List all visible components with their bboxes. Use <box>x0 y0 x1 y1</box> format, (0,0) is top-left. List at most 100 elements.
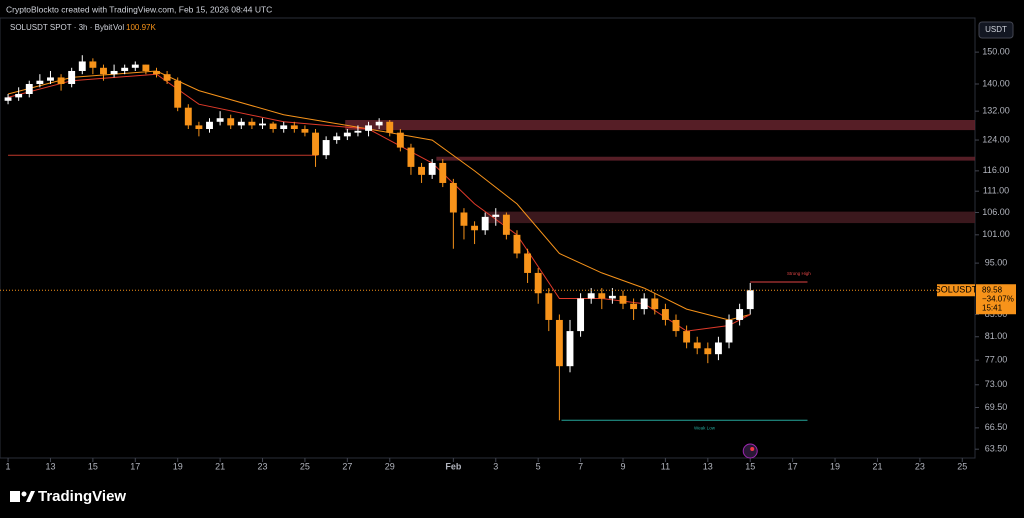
candle-body <box>714 342 722 355</box>
candle-body <box>746 290 754 310</box>
x-tick-label: 9 <box>620 461 625 471</box>
candle-body <box>206 121 213 130</box>
y-tick-label: 124.00 <box>982 134 1010 144</box>
x-tick-label: 17 <box>130 461 140 471</box>
candle-body <box>661 309 669 320</box>
moving-average <box>7 73 751 332</box>
currency-button[interactable] <box>978 21 1014 39</box>
y-tick-label: 132.00 <box>982 106 1010 116</box>
last-price-value: 89.58 <box>982 285 1003 294</box>
logo-slash <box>26 491 35 502</box>
event-dot <box>750 447 755 451</box>
candle-body <box>110 70 118 75</box>
x-tick-label: 23 <box>258 461 268 471</box>
candle-body <box>587 293 595 299</box>
candle-body <box>449 182 457 213</box>
candle-body <box>312 132 319 156</box>
candle-body <box>301 129 309 133</box>
candle-body <box>4 97 12 101</box>
x-tick-label: 25 <box>957 461 967 471</box>
candle-body <box>481 216 489 231</box>
zone <box>485 211 975 224</box>
candle-body <box>365 125 372 131</box>
candle-body <box>471 225 479 231</box>
x-tick-label: 15 <box>88 461 98 471</box>
x-tick-label: 13 <box>703 461 713 471</box>
candle-body <box>545 293 553 320</box>
x-tick-label: 5 <box>536 461 541 471</box>
candle-body <box>608 295 616 299</box>
x-tick-label: 15 <box>745 461 755 471</box>
x-tick-label: 19 <box>173 461 183 471</box>
candle-body <box>15 93 23 98</box>
candle-body <box>555 319 563 367</box>
y-tick-label: 116.00 <box>983 165 1010 175</box>
y-tick-label: 63.50 <box>985 444 1008 454</box>
x-tick-label: 7 <box>578 461 583 471</box>
candle-body <box>333 136 341 141</box>
moving-average <box>7 70 751 321</box>
volume-label: Vol <box>113 23 124 32</box>
currency[interactable]: USDT <box>985 25 1007 34</box>
candle-body <box>131 64 139 68</box>
candle-body <box>598 293 606 299</box>
candle-body <box>386 121 394 133</box>
x-tick-label: 17 <box>788 461 798 471</box>
x-tick-label: 27 <box>342 461 352 471</box>
candle-body <box>354 130 362 133</box>
candle-body <box>248 121 256 126</box>
candle-body <box>47 77 54 81</box>
logo-dot <box>21 491 27 497</box>
event-icon[interactable] <box>742 443 758 459</box>
candle-body <box>439 162 447 183</box>
y-tick-label: 77.00 <box>985 355 1008 365</box>
candle-body <box>651 298 659 310</box>
candle-body <box>343 132 351 137</box>
x-tick-label: 19 <box>830 461 840 471</box>
x-tick-label: Feb <box>445 461 462 471</box>
x-tick-label: 21 <box>872 461 882 471</box>
candle-body <box>195 125 203 130</box>
candle-body <box>683 331 691 343</box>
candle-body <box>375 121 383 126</box>
candle-body <box>513 234 521 254</box>
candle-body <box>736 309 744 320</box>
candle-body <box>227 118 235 126</box>
candle-body <box>269 123 277 130</box>
y-tick-label: 73.00 <box>985 379 1008 389</box>
candle-body <box>619 295 627 304</box>
y-tick-label: 111.00 <box>983 186 1009 196</box>
candle-body <box>89 61 97 68</box>
x-tick-label: 13 <box>45 461 55 471</box>
candle-body <box>725 319 733 343</box>
last-price-symbol: SOLUSDT <box>935 285 978 295</box>
y-tick-label: 101.00 <box>982 229 1010 239</box>
candle-body <box>407 147 415 167</box>
candle-body <box>25 83 33 94</box>
footer-brand: TradingView <box>38 488 126 505</box>
header-caption: CryptoBlockto created with TradingView.c… <box>6 4 272 14</box>
candle-body <box>121 67 129 71</box>
candle-body <box>142 64 150 71</box>
candle-body <box>460 212 468 226</box>
logo <box>10 491 35 502</box>
x-tick-label: 3 <box>493 461 498 471</box>
candle-body <box>566 331 574 367</box>
candle-body <box>290 125 298 130</box>
candle-body <box>78 61 86 71</box>
candle-body <box>492 214 500 217</box>
last-price-box <box>976 284 1016 315</box>
x-tick-label: 21 <box>215 461 225 471</box>
symbol: SOLUSDT SPOT · 3h · Bybit <box>10 23 113 32</box>
y-tick-label: 69.50 <box>985 402 1008 412</box>
x-tick-label: 1 <box>6 461 11 471</box>
candle-body <box>280 125 288 130</box>
level-label: Weak Low <box>694 425 716 430</box>
candle-body <box>36 80 44 84</box>
level-label: Strong High <box>787 271 811 276</box>
y-tick-label: 106.00 <box>982 207 1010 217</box>
candle-body <box>672 319 680 332</box>
